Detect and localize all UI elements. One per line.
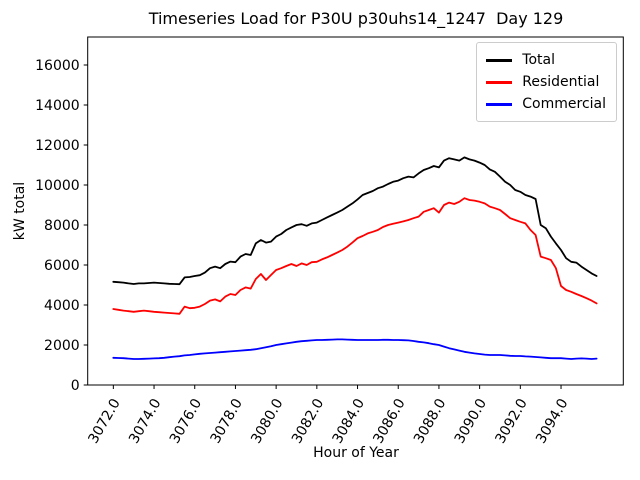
svg-text:3072.0: 3072.0 (85, 396, 123, 446)
svg-text:3092.0: 3092.0 (492, 396, 530, 446)
residential-line-swatch (486, 80, 513, 84)
svg-text:16000: 16000 (35, 58, 80, 74)
svg-text:3078.0: 3078.0 (208, 396, 246, 446)
svg-text:3074.0: 3074.0 (126, 396, 164, 446)
svg-text:4000: 4000 (44, 298, 80, 314)
y-axis-label: kW total (12, 181, 28, 241)
svg-text:3080.0: 3080.0 (248, 396, 286, 446)
legend-label-commercial: Commercial (522, 96, 606, 112)
svg-text:3086.0: 3086.0 (370, 396, 408, 446)
svg-text:3090.0: 3090.0 (452, 396, 490, 446)
legend-label-residential: Residential (522, 74, 600, 90)
svg-text:14000: 14000 (35, 98, 80, 114)
legend-item-total: Total (486, 49, 606, 71)
x-axis-label: Hour of Year (313, 445, 399, 461)
svg-text:10000: 10000 (35, 178, 80, 194)
svg-text:3088.0: 3088.0 (411, 396, 449, 446)
svg-text:3082.0: 3082.0 (289, 396, 327, 446)
svg-text:0: 0 (71, 378, 80, 394)
svg-text:3094.0: 3094.0 (533, 396, 571, 446)
legend-label-total: Total (522, 52, 555, 68)
svg-text:2000: 2000 (44, 338, 80, 354)
svg-text:3084.0: 3084.0 (330, 396, 368, 446)
svg-text:3076.0: 3076.0 (167, 396, 205, 446)
total-line-swatch (486, 58, 513, 62)
svg-text:8000: 8000 (44, 218, 80, 234)
legend-item-residential: Residential (486, 71, 606, 93)
chart-title: Timeseries Load for P30U p30uhs14_1247 D… (148, 9, 564, 28)
legend-item-commercial: Commercial (486, 93, 606, 115)
svg-text:12000: 12000 (35, 138, 80, 154)
commercial-line-swatch (486, 102, 513, 106)
legend: Total Residential Commercial (476, 42, 617, 122)
svg-text:6000: 6000 (44, 258, 80, 274)
